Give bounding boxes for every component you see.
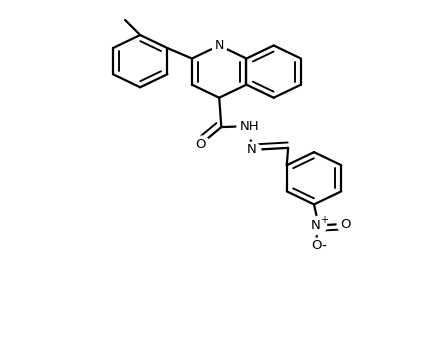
Text: -: -: [321, 240, 326, 254]
Text: O: O: [195, 138, 206, 151]
Text: +: +: [319, 215, 327, 225]
Text: NH: NH: [239, 120, 258, 133]
Text: O: O: [339, 218, 350, 231]
Text: N: N: [246, 143, 256, 156]
Text: N: N: [310, 219, 319, 232]
Text: O: O: [310, 240, 321, 252]
Text: N: N: [214, 39, 223, 52]
